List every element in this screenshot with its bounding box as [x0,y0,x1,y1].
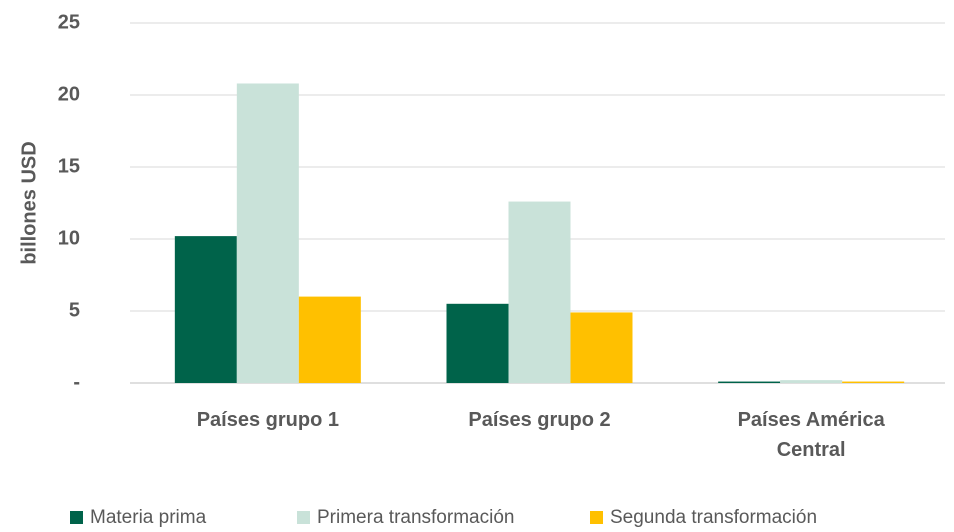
x-tick-label: Países grupo 2 [468,409,611,431]
bar [780,380,843,383]
x-tick-label: Países América Central [737,409,885,461]
bar [508,201,571,383]
legend-label: Primera transformación [317,507,514,528]
y-tick-label: 5 [69,299,80,321]
y-tick-label: 25 [58,11,80,33]
bar [298,296,361,383]
y-axis-label: billones USD [18,141,40,264]
legend-swatch [590,511,603,524]
y-tick-label: 15 [58,155,80,177]
legend-label: Segunda transformación [610,507,817,528]
bar [174,236,237,383]
y-tick-label: 10 [58,227,80,249]
bar [570,312,633,383]
bar [236,83,299,383]
y-tick-label: - [73,371,80,393]
legend-label: Materia prima [90,507,207,528]
legend-swatch [297,511,310,524]
legend-swatch [70,511,83,524]
x-tick-label: Países grupo 1 [196,409,339,431]
bar [842,381,905,383]
bar [446,303,509,383]
y-tick-label: 20 [58,83,80,105]
bar [718,381,781,383]
